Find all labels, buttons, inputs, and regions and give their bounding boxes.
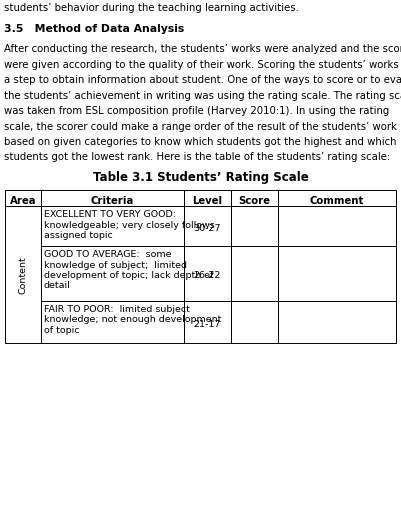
Bar bbox=[41, 301, 184, 343]
Text: knowledge; not enough development: knowledge; not enough development bbox=[44, 315, 221, 324]
Text: 30-27: 30-27 bbox=[193, 224, 221, 232]
Text: students’ behavior during the teaching learning activities.: students’ behavior during the teaching l… bbox=[4, 3, 299, 13]
Bar bbox=[231, 301, 277, 343]
Text: were given according to the quality of their work. Scoring the students’ works w: were given according to the quality of t… bbox=[4, 60, 401, 69]
Bar bbox=[184, 190, 231, 207]
Bar bbox=[184, 301, 231, 343]
Text: Score: Score bbox=[238, 195, 270, 206]
Text: EXCELLENT TO VERY GOOD:: EXCELLENT TO VERY GOOD: bbox=[44, 210, 176, 219]
Bar bbox=[277, 207, 396, 246]
Text: Area: Area bbox=[10, 195, 36, 206]
Text: assigned topic: assigned topic bbox=[44, 231, 113, 239]
Bar bbox=[277, 190, 396, 207]
Bar bbox=[231, 246, 277, 301]
Text: knowledgeable; very closely follows: knowledgeable; very closely follows bbox=[44, 220, 215, 229]
Bar bbox=[41, 207, 184, 246]
Bar bbox=[277, 246, 396, 301]
Text: scale, the scorer could make a range order of the result of the students’ work: scale, the scorer could make a range ord… bbox=[4, 121, 397, 131]
Bar bbox=[41, 190, 184, 207]
Text: a step to obtain information about student. One of the ways to score or to evalu: a step to obtain information about stude… bbox=[4, 75, 401, 85]
Text: Level: Level bbox=[192, 195, 222, 206]
Bar bbox=[277, 301, 396, 343]
Text: Table 3.1 Students’ Rating Scale: Table 3.1 Students’ Rating Scale bbox=[93, 171, 308, 184]
Text: development of topic; lack depth of: development of topic; lack depth of bbox=[44, 271, 213, 279]
Text: students got the lowest rank. Here is the table of the students’ rating scale:: students got the lowest rank. Here is th… bbox=[4, 152, 390, 162]
Text: Comment: Comment bbox=[310, 195, 364, 206]
Text: Content: Content bbox=[18, 256, 28, 294]
Text: FAIR TO POOR:  limited subject: FAIR TO POOR: limited subject bbox=[44, 305, 190, 314]
Text: knowledge of subject;  limited: knowledge of subject; limited bbox=[44, 260, 187, 269]
Text: was taken from ESL composition profile (Harvey 2010:1). In using the rating: was taken from ESL composition profile (… bbox=[4, 106, 389, 116]
Text: the students’ achievement in writing was using the rating scale. The rating scal: the students’ achievement in writing was… bbox=[4, 90, 401, 100]
Bar bbox=[5, 190, 41, 207]
Text: Criteria: Criteria bbox=[91, 195, 134, 206]
Text: based on given categories to know which students got the highest and which: based on given categories to know which … bbox=[4, 137, 397, 147]
Bar bbox=[184, 207, 231, 246]
Bar bbox=[184, 246, 231, 301]
Text: 26-22: 26-22 bbox=[193, 271, 221, 280]
Text: GOOD TO AVERAGE:  some: GOOD TO AVERAGE: some bbox=[44, 249, 172, 259]
Text: 21-17: 21-17 bbox=[193, 319, 221, 328]
Bar bbox=[231, 207, 277, 246]
Text: detail: detail bbox=[44, 281, 71, 290]
Text: 3.5   Method of Data Analysis: 3.5 Method of Data Analysis bbox=[4, 23, 184, 33]
Bar bbox=[41, 246, 184, 301]
Text: After conducting the research, the students’ works were analyzed and the scores: After conducting the research, the stude… bbox=[4, 44, 401, 54]
Text: of topic: of topic bbox=[44, 325, 79, 334]
Bar bbox=[231, 190, 277, 207]
Bar bbox=[5, 207, 41, 343]
